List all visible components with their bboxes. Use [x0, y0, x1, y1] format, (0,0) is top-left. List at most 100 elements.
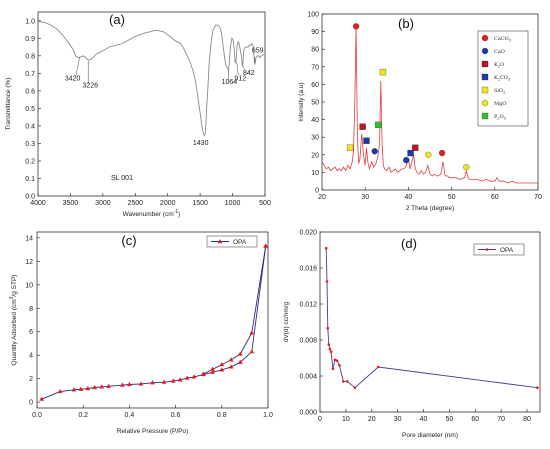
x-tick-label: 30 [361, 194, 369, 201]
x-tick-label: 500 [259, 200, 271, 207]
peak-label-1064: 1064 [222, 79, 238, 86]
pore-distribution-point [324, 246, 328, 250]
legend-marker [485, 248, 489, 251]
phase-marker-square [379, 68, 387, 76]
x-tick-label: 2000 [160, 200, 176, 207]
legend-label-text: K [494, 75, 498, 81]
isotherm-point [191, 374, 197, 379]
phase-marker-circle [463, 163, 470, 171]
legend-marker [481, 47, 489, 55]
y-tick-label: 0.7 [25, 71, 35, 78]
x-tick-label: 4000 [30, 200, 46, 207]
legend-label: SiO2 [494, 88, 505, 95]
legend-box [206, 235, 258, 248]
y-tick-label: 0.0 [25, 194, 35, 201]
x-tick-label: 20 [368, 416, 376, 423]
isotherm-point [106, 383, 112, 388]
x-axis-label-text: Wavenumber (cm [123, 211, 174, 218]
y-tick-label: 0.6 [25, 88, 35, 95]
x-tick-label: 2500 [127, 200, 143, 207]
peak-leader-842 [242, 66, 246, 70]
legend-label-sub: 2 [503, 91, 505, 95]
y-tick-label: 0.004 [299, 374, 317, 381]
x-tick-label: 3500 [63, 200, 79, 207]
panel-label: (b) [398, 16, 414, 31]
y-tick-label: 0 [315, 188, 319, 195]
y-tick-label: 30 [311, 135, 319, 142]
x-tick-label: 0.0 [32, 412, 42, 419]
pore-distribution-point [325, 280, 329, 283]
y-tick-label: 0.9 [25, 36, 35, 43]
y-tick-label: 8 [29, 306, 33, 313]
legend-label: K2CO3 [494, 75, 510, 82]
isotherm-point [219, 361, 225, 367]
pore-distribution-point [341, 380, 345, 383]
phase-marker-circle [403, 156, 410, 164]
sample-label: SL 001 [111, 175, 133, 182]
legend-label-sub: 2 [497, 117, 499, 121]
y-tick-label: 10 [25, 282, 33, 289]
legend-marker [481, 99, 489, 107]
pore-distribution-point [345, 380, 349, 383]
legend-label: P2O5 [494, 114, 506, 121]
y-tick-label: 0.5 [25, 106, 35, 113]
legend-label: MgO [494, 101, 506, 107]
legend-label-sub: 3 [508, 78, 510, 82]
isotherm-point [57, 388, 63, 394]
isotherm-point [237, 359, 243, 364]
y-tick-label: 0.016 [299, 266, 317, 273]
isotherm-point [228, 357, 234, 362]
isotherm-point [71, 387, 77, 392]
isotherm-point [127, 381, 132, 387]
y-axis-label-sup: 3 [9, 296, 15, 299]
pore-distribution-point [376, 365, 380, 369]
isotherm-point [263, 243, 269, 248]
y-axis-label-tail: /g STP) [11, 275, 18, 297]
y-tick-label: 80 [311, 47, 319, 54]
y-tick-label: 4 [29, 353, 33, 360]
panel-b-xrd-chart: 20 30 40 50 60 70 0 10 20 30 40 50 60 70 80 90 100 2 Thet… [298, 12, 542, 213]
pore-distribution-point [536, 386, 539, 390]
y-tick-label: 50 [311, 100, 319, 107]
plot-frame [319, 231, 541, 413]
pore-distribution-point [331, 367, 335, 371]
isotherm-point [249, 330, 255, 335]
legend-marker [481, 86, 489, 94]
legend-label-sub: 3 [509, 39, 511, 43]
legend-label-text: SiO [494, 88, 503, 94]
peak-label-3226: 3226 [82, 82, 98, 89]
y-tick-label: 12 [25, 259, 33, 266]
plot-frame [36, 231, 269, 409]
legend-label: OPA [500, 247, 514, 254]
x-tick-label: 0.4 [125, 412, 135, 419]
x-tick-label: 0.6 [171, 412, 181, 419]
legend-marker [481, 34, 489, 42]
x-tick-label: 30 [394, 416, 402, 423]
pore-distribution-point [327, 343, 331, 346]
phase-marker-square [359, 123, 366, 130]
x-tick-label: 0.2 [78, 412, 88, 419]
legend-label-text: K [494, 62, 498, 68]
panel-a-ftir-chart: 4000 3500 3000 2500 2000 1500 1000 500 0.0 0.1 0.2… [5, 11, 271, 218]
isotherm-point [200, 371, 206, 376]
y-tick-label: 0.2 [25, 158, 35, 165]
pore-distribution-point [335, 359, 339, 363]
panel-label: (c) [121, 233, 136, 248]
x-tick-label: 1.0 [263, 412, 273, 419]
x-tick-label: 70 [497, 416, 505, 423]
y-tick-label: 0.8 [25, 53, 35, 60]
peak-label-912: 912 [234, 75, 246, 82]
x-tick-label: 60 [471, 416, 479, 423]
isotherm-point [177, 377, 183, 382]
x-axis-label-tail: ) [178, 211, 180, 218]
pore-distribution-point [338, 363, 341, 367]
x-axis-label-sup: -1 [174, 209, 179, 215]
pore-distribution-point [326, 327, 330, 330]
legend-label-text: P [494, 114, 498, 120]
pore-distribution-point [328, 347, 332, 351]
y-axis-label: Intensity (a.u) [298, 82, 305, 121]
x-tick-label: 80 [523, 416, 531, 423]
y-tick-label: 10 [311, 170, 319, 177]
pore-distribution-point [333, 358, 337, 362]
